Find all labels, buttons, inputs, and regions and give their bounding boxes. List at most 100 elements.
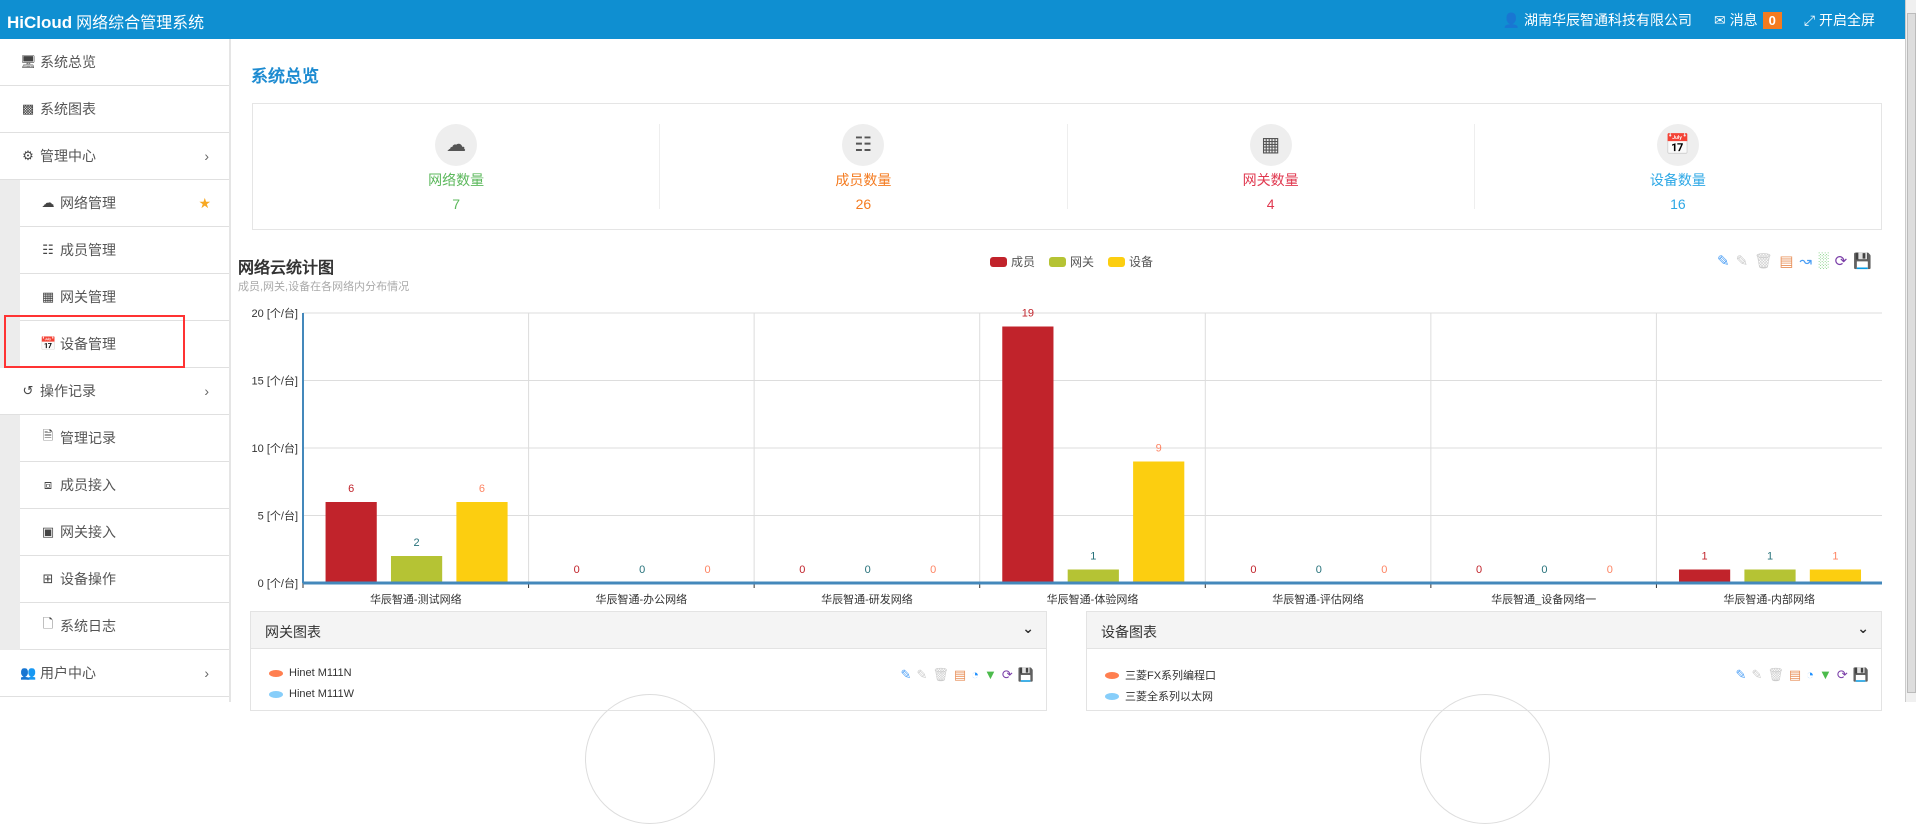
brand[interactable]: HiCloud 网络综合管理系统 [7,9,204,33]
sidebar-item-8[interactable]: 🗎 管理记录 [20,415,229,462]
fullscreen-label: 开启全屏 [1819,12,1875,28]
star-icon[interactable]: ★ [198,194,211,211]
save-image-icon[interactable]: 💾 [1853,253,1872,270]
save-image-icon[interactable]: 💾 [1017,667,1034,682]
refresh-icon[interactable]: ⟳ [1836,667,1848,682]
sidebar-item-label: 设备管理 [60,336,116,352]
company-link[interactable]: 👤 湖南华辰智通科技有限公司 [1503,10,1692,30]
pie-legend-item[interactable]: Hinet M111W [269,688,354,700]
y-tick-label: 10 [个/台] [252,441,298,455]
messages-button[interactable]: ✉ 消息 0 [1714,10,1782,30]
panel-header[interactable]: 网关图表 ⌄ [251,612,1046,649]
share-square-icon: ▣ [41,524,55,539]
sidebar-item-11[interactable]: ⊞ 设备操作 [20,556,229,603]
pie-icon[interactable]: ◔ [1806,667,1815,682]
chart-title: 网络云统计图 [238,260,335,277]
refresh-icon[interactable]: ⟳ [1834,253,1848,270]
unmark-icon[interactable]: ✎ [916,667,928,682]
x-tick-label: 华辰智通-体验网络 [1047,592,1139,606]
gears-icon: ⚙ [22,148,34,163]
chevron-right-icon: › [204,383,209,399]
stat-card: 📅 设备数量 16 [1475,124,1881,212]
chevron-down-icon[interactable]: ⌄ [1022,620,1034,636]
users-icon: 👥 [20,665,37,680]
submenu: 🗎 管理记录 ⧈ 成员接入 ▣ 网关接入 ⊞ 设备操作 🗋 系统日志 [0,415,229,650]
sidebar-item-1[interactable]: ▩ 系统图表 [0,86,229,133]
sidebar-item-label: 系统图表 [40,101,96,117]
data-label: 0 [1381,564,1387,576]
stat-label: 成员数量 [835,172,892,188]
line-chart-icon[interactable]: ↝ [1799,253,1812,270]
page-scrollbar[interactable] [1905,0,1916,702]
bar-chart-icon: ▩ [21,101,35,116]
panel-toolbox: ✎ ✎ 🗑 ▤ ◔ ▼ ⟳ 💾 [1736,667,1869,683]
clear-icon[interactable]: 🗑 [1754,253,1774,270]
sidebar-item-9[interactable]: ⧈ 成员接入 [20,462,229,509]
bar-网关 [1067,569,1119,583]
x-tick-label: 华辰智通-办公网络 [596,592,688,606]
bar-chart-icon[interactable]: ░ [1817,252,1829,269]
sidebar-item-5[interactable]: ▦ 网关管理 [20,274,229,321]
sidebar-item-0[interactable]: 🖥 系统总览 [0,39,229,86]
fullscreen-button[interactable]: ⤢ 开启全屏 [1804,10,1875,30]
unmark-icon[interactable]: ✎ [1735,253,1749,270]
page-title: 系统总览 [251,67,319,86]
funnel-icon[interactable]: ▼ [1819,667,1832,682]
legend-item[interactable]: 设备 [1108,253,1153,270]
data-view-icon[interactable]: ▤ [1779,253,1794,270]
sidebar-item-7[interactable]: ↺ 操作记录 › [0,368,229,415]
sidebar-item-4[interactable]: ☷ 成员管理 [20,227,229,274]
pie-icon[interactable]: ◔ [971,667,980,682]
legend-item[interactable]: 成员 [990,253,1035,270]
unmark-icon[interactable]: ✎ [1751,667,1763,682]
data-view-icon[interactable]: ▤ [953,667,967,682]
data-label: 6 [348,483,354,495]
data-label: 0 [865,564,871,576]
refresh-icon[interactable]: ⟳ [1001,667,1013,682]
cloud-icon: ☁ [41,195,55,210]
legend-swatch [1108,256,1126,267]
bar-成员 [1002,326,1054,583]
pie-legend-item[interactable]: 三菱全系列以太网 [1105,688,1213,704]
legend-item[interactable]: 网关 [1049,253,1094,270]
mark-icon[interactable]: ✎ [1717,253,1730,270]
clear-icon[interactable]: 🗑 [932,667,949,682]
highlight-box [4,315,185,368]
file-icon: 🗋 [42,616,54,631]
chevron-down-icon[interactable]: ⌄ [1857,620,1869,636]
save-image-icon[interactable]: 💾 [1852,667,1869,682]
panel-header[interactable]: 设备图表 ⌄ [1087,612,1881,649]
sidebar-item-13[interactable]: 👥 用户中心 › [0,650,229,697]
scrollbar-thumb[interactable] [1907,13,1916,693]
pie-legend-item[interactable]: 三菱FX系列编程口 [1105,667,1216,683]
stat-value: 4 [1266,196,1275,212]
sidebar-item-label: 管理中心 [40,148,96,164]
sidebar-item-label: 网络管理 [60,195,116,211]
legend-swatch [1049,256,1067,267]
sidebar-item-10[interactable]: ▣ 网关接入 [20,509,229,556]
data-label: 0 [574,564,580,576]
sidebar-item-6[interactable]: 📅 设备管理 [20,321,229,368]
clear-icon[interactable]: 🗑 [1767,667,1784,682]
sidebar-item-label: 成员管理 [60,242,116,258]
sidebar-item-label: 系统日志 [60,618,116,634]
legend-swatch [990,256,1007,267]
legend-swatch [269,690,283,698]
sidebar-item-2[interactable]: ⚙ 管理中心 › [0,133,229,180]
mark-icon[interactable]: ✎ [900,667,912,682]
sidebar-item-12[interactable]: 🗋 系统日志 [20,603,229,650]
desktop-icon: 🖥 [20,54,37,69]
stat-label: 网络数量 [428,172,485,188]
data-label: 1 [1767,551,1773,563]
bar-网关 [390,556,443,583]
mark-icon[interactable]: ✎ [1735,667,1747,682]
sidebar-item-3[interactable]: ☁ 网络管理 ★ [20,180,229,227]
user-icon: 👤 [1502,12,1521,28]
data-view-icon[interactable]: ▤ [1788,667,1802,682]
legend-swatch [1105,692,1119,700]
funnel-icon[interactable]: ▼ [984,667,997,682]
sidebar-item-label: 设备操作 [60,571,116,587]
x-tick-label: 华辰智通-测试网络 [370,592,462,606]
data-label: 1 [1702,551,1708,563]
pie-legend-item[interactable]: Hinet M111N [269,667,352,679]
